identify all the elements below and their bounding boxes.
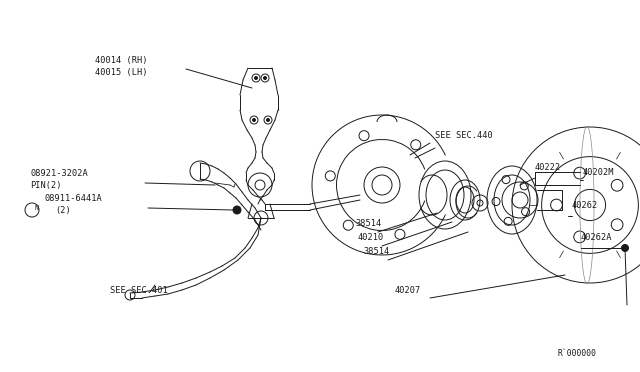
- Text: N: N: [34, 205, 38, 211]
- Text: SEE SEC.401: SEE SEC.401: [110, 286, 168, 295]
- Text: R`000000: R`000000: [558, 349, 597, 358]
- Text: 40262: 40262: [572, 201, 598, 210]
- Text: 40207: 40207: [395, 286, 421, 295]
- Text: 40015 (LH): 40015 (LH): [95, 68, 147, 77]
- Circle shape: [253, 119, 255, 122]
- Text: 08911-6441A: 08911-6441A: [44, 194, 102, 203]
- Text: SEE SEC.440: SEE SEC.440: [435, 131, 493, 140]
- Text: 40210: 40210: [358, 233, 384, 242]
- Text: 38514: 38514: [363, 247, 389, 256]
- Text: PIN(2): PIN(2): [30, 181, 61, 190]
- Text: (2): (2): [55, 206, 71, 215]
- Text: 40202M: 40202M: [583, 168, 614, 177]
- Text: 40222: 40222: [535, 163, 561, 172]
- Text: 38514: 38514: [355, 219, 381, 228]
- Circle shape: [255, 77, 257, 80]
- Text: 08921-3202A: 08921-3202A: [30, 169, 88, 178]
- Circle shape: [233, 206, 241, 214]
- Circle shape: [621, 244, 628, 251]
- Text: 40014 (RH): 40014 (RH): [95, 56, 147, 65]
- Text: 40262A: 40262A: [581, 233, 612, 242]
- Circle shape: [266, 119, 269, 122]
- Circle shape: [264, 77, 266, 80]
